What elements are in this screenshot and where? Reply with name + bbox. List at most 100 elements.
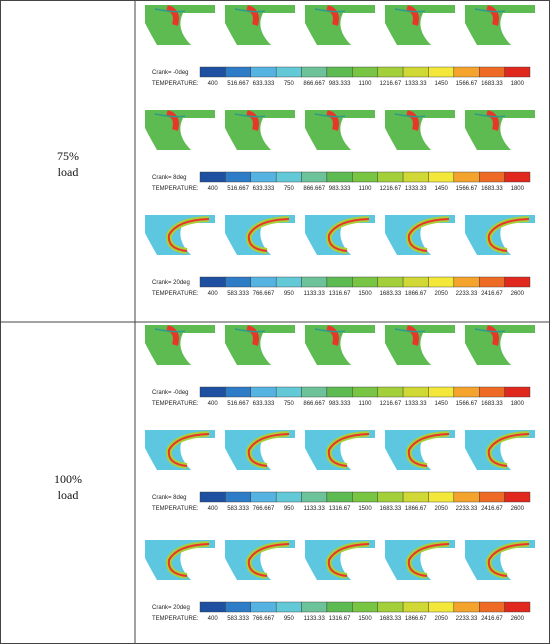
colorbar-segment (225, 386, 251, 398)
colorbar-tick-label: 1100 (359, 186, 373, 192)
colorbar-segment (377, 491, 404, 503)
colorbar-segment (479, 66, 505, 78)
simulation-image (225, 325, 295, 365)
simulation-image (385, 110, 455, 150)
colorbar-tick-label: 400 (208, 401, 219, 407)
colorbar-tick-label: 516.667 (227, 186, 249, 192)
colorbar-segment (453, 276, 480, 288)
colorbar-segment (301, 66, 328, 78)
simulation-image (305, 540, 375, 580)
colorbar-segment (428, 386, 455, 398)
colorbar-tick-label: 1216.67 (380, 401, 402, 407)
simulation-image (145, 430, 215, 470)
colorbar-segment (402, 66, 429, 78)
simulation-image (385, 5, 455, 45)
simulation-image (465, 540, 535, 580)
colorbar-tick-label: 1316.67 (329, 291, 351, 297)
simulation-image (385, 540, 455, 580)
colorbar-tick-label: 1216.67 (380, 81, 402, 87)
colorbar-segment (250, 276, 277, 288)
colorbar-tick-label: 766.667 (253, 291, 275, 297)
colorbar-tick-label: 2416.67 (481, 506, 503, 512)
colorbar-tick-label: 1683.33 (380, 506, 402, 512)
colorbar-tick-label: 866.667 (303, 186, 325, 192)
colorbar-tick-label: 400 (208, 186, 219, 192)
colorbar-segment (428, 601, 455, 613)
colorbar-segment (301, 276, 328, 288)
colorbar-segment (428, 276, 455, 288)
colorbar-tick-label: 1683.33 (380, 616, 402, 622)
simulation-image (145, 110, 215, 150)
colorbar-tick-label: 1800 (511, 401, 525, 407)
colorbar-segment (199, 276, 226, 288)
colorbar-tick-label: 950 (284, 291, 295, 297)
colorbar-tick-label: 2600 (511, 616, 525, 622)
colorbar-segment (250, 601, 277, 613)
colorbar-segment (225, 601, 251, 613)
colorbar-tick-label: 1500 (358, 616, 372, 622)
colorbar-tick-label: 1133.33 (304, 291, 326, 297)
colorbar-segment (428, 66, 455, 78)
colorbar-segment (250, 171, 277, 183)
colorbar-segment (275, 601, 302, 613)
colorbar-segment (504, 601, 531, 613)
simulation-image (385, 215, 455, 255)
colorbar-tick-label: 1100 (359, 401, 373, 407)
colorbar-segment (326, 171, 353, 183)
colorbar-segment (479, 276, 505, 288)
simulation-image (305, 5, 375, 45)
colorbar-tick-label: 1333.33 (405, 81, 427, 87)
colorbar-tick-label: 2050 (434, 291, 448, 297)
colorbar-segment (352, 171, 378, 183)
colorbar-tick-label: 1100 (359, 81, 373, 87)
colorbar-segment (275, 276, 302, 288)
colorbar-segment (199, 386, 226, 398)
colorbar-tick-label: 1800 (511, 186, 525, 192)
simulation-image (465, 215, 535, 255)
colorbar-segment (402, 171, 429, 183)
simulation-image (385, 430, 455, 470)
colorbar-tick-label: 400 (208, 506, 219, 512)
colorbar-segment (453, 66, 480, 78)
colorbar-tick-label: 2600 (511, 506, 525, 512)
colorbar-segment (352, 601, 378, 613)
colorbar-segment (199, 66, 226, 78)
colorbar-tick-label: 1566.67 (456, 401, 478, 407)
colorbar-tick-label: 1800 (511, 81, 525, 87)
colorbar-tick-label: 1333.33 (405, 401, 427, 407)
colorbar-tick-label: 1450 (434, 401, 448, 407)
simulation-image (465, 325, 535, 365)
quantity-label: TEMPERATURE: (152, 186, 199, 192)
colorbar-segment (377, 171, 404, 183)
colorbar-segment (377, 601, 404, 613)
colorbar-tick-label: 516.667 (227, 401, 249, 407)
colorbar-tick-label: 750 (284, 81, 295, 87)
colorbar-segment (250, 491, 277, 503)
colorbar-segment (402, 386, 429, 398)
colorbar-segment (275, 66, 302, 78)
colorbar-segment (504, 171, 531, 183)
colorbar-segment (301, 386, 328, 398)
colorbar-segment (275, 171, 302, 183)
colorbar-tick-label: 633.333 (253, 81, 275, 87)
colorbar-segment (275, 386, 302, 398)
quantity-label: TEMPERATURE: (152, 81, 199, 87)
colorbar-segment (402, 276, 429, 288)
colorbar-segment (326, 601, 353, 613)
colorbar-segment (225, 66, 251, 78)
colorbar-tick-label: 866.667 (303, 81, 325, 87)
quantity-label: TEMPERATURE: (152, 401, 199, 407)
colorbar-segment (428, 491, 455, 503)
row-label: load (58, 165, 79, 179)
colorbar-tick-label: 1133.33 (304, 616, 326, 622)
colorbar-segment (479, 171, 505, 183)
simulation-image (145, 215, 215, 255)
colorbar-segment (453, 171, 480, 183)
simulation-image (305, 325, 375, 365)
colorbar-tick-label: 1866.67 (405, 506, 427, 512)
row-label: load (58, 488, 79, 502)
colorbar-tick-label: 633.333 (253, 186, 275, 192)
simulation-image (305, 215, 375, 255)
colorbar-segment (199, 491, 226, 503)
colorbar-tick-label: 950 (284, 616, 295, 622)
